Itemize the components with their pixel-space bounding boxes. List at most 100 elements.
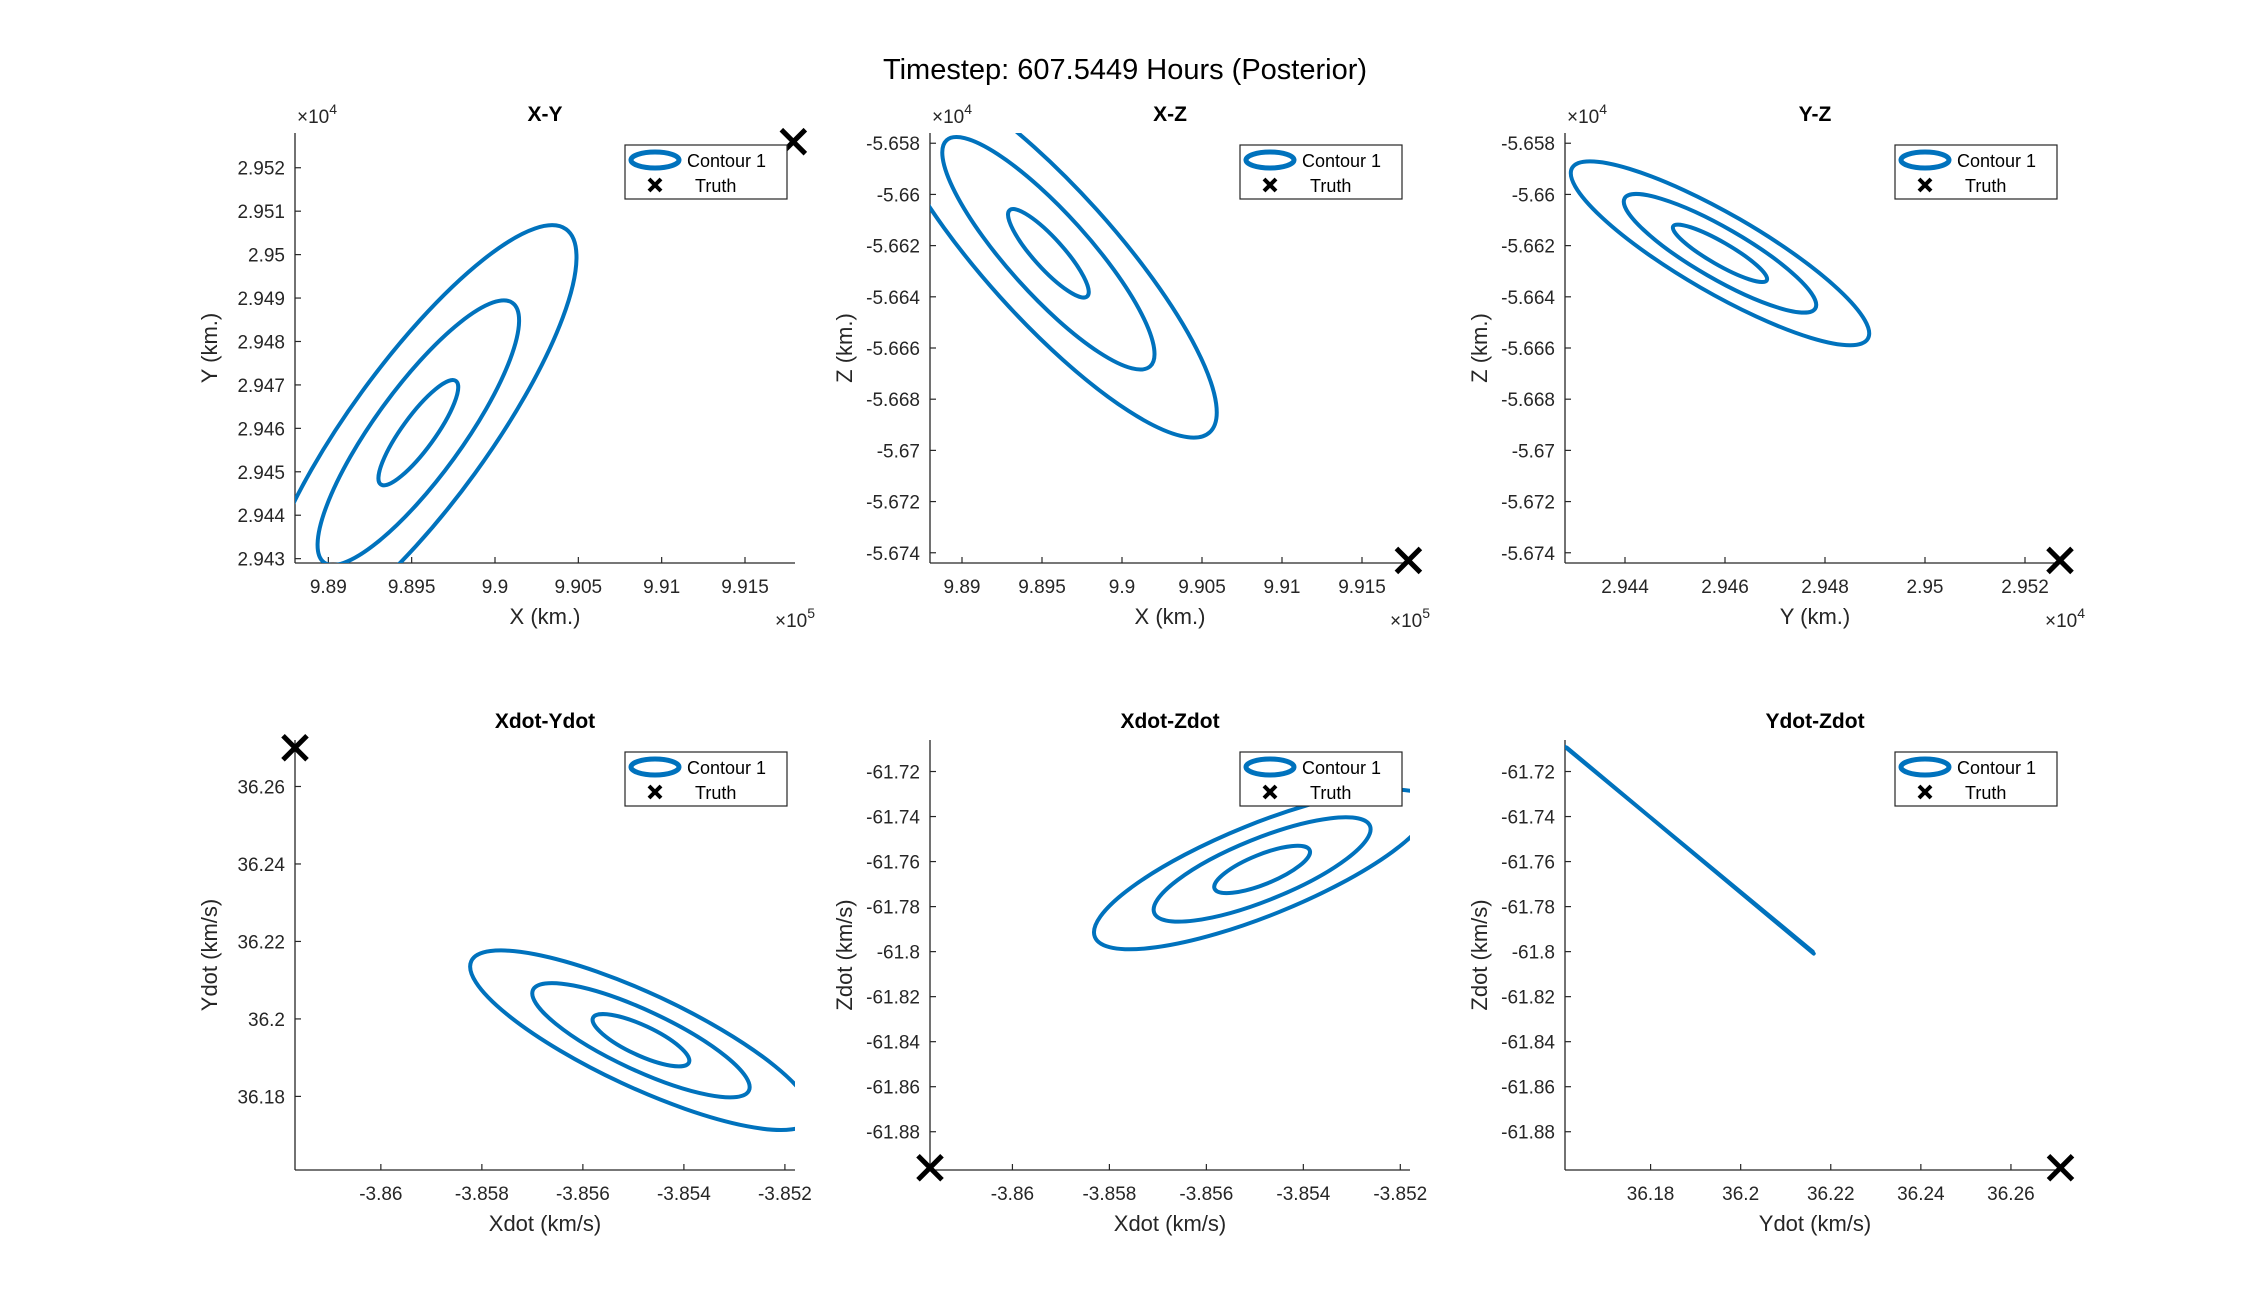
x-tick-label: -3.854 <box>1276 1184 1330 1205</box>
y-tick-label: -61.78 <box>866 898 920 919</box>
x-tick-label: 9.895 <box>1018 577 1066 598</box>
x-tick-label: 2.952 <box>2001 577 2049 598</box>
contour-series <box>1565 744 1816 956</box>
y-tick-label: -61.76 <box>1501 853 1555 874</box>
legend: Contour 1 Truth <box>1894 144 2058 200</box>
x-tick-label: -3.856 <box>556 1184 610 1205</box>
truth-marker <box>2046 1153 2075 1182</box>
y-tick-label: -5.664 <box>1501 288 1555 309</box>
y-axis-label: Z (km.) <box>1467 313 1492 383</box>
contour-level-2 <box>1621 192 1819 315</box>
subplot-title: X-Y <box>527 103 562 126</box>
x-tick-label: 36.18 <box>1627 1184 1675 1205</box>
contour-level-2 <box>530 981 752 1100</box>
y-tick-label: -5.66 <box>877 185 920 206</box>
y-tick-label: -5.664 <box>866 288 920 309</box>
y-tick-label: -61.8 <box>877 943 920 964</box>
legend: Contour 1 Truth <box>1239 144 1403 200</box>
contour-level-2 <box>940 135 1157 372</box>
contour-legend-icon <box>1243 149 1297 171</box>
y-exponent-label: ×104 <box>297 101 337 128</box>
x-tick-label: 9.91 <box>1264 577 1301 598</box>
legend-label-truth: Truth <box>1310 783 1351 803</box>
legend: Contour 1 Truth <box>1239 751 1403 807</box>
legend-label-contour: Contour 1 <box>687 758 766 778</box>
y-tick-label: -5.666 <box>866 339 920 360</box>
contour-level-2 <box>1151 815 1373 924</box>
legend-label-truth: Truth <box>695 176 736 196</box>
y-exponent-label: ×104 <box>1567 101 1607 128</box>
y-tick-label: 2.944 <box>237 506 285 527</box>
x-axis-label: Xdot (km/s) <box>1114 1211 1226 1236</box>
y-tick-label: -61.8 <box>1512 943 1555 964</box>
x-tick-label: 9.89 <box>944 577 981 598</box>
y-tick-label: -5.658 <box>866 134 920 155</box>
contour-level-1 <box>1006 207 1091 300</box>
y-tick-label: 2.943 <box>237 550 285 571</box>
y-tick-label: -5.658 <box>1501 134 1555 155</box>
subplot-y-z: 2.944 2.946 2.948 2.95 2.952 -5.674 -5.672 -5.6… <box>1467 101 2085 632</box>
legend-label-contour: Contour 1 <box>687 151 766 171</box>
contour-level-3 <box>468 948 795 1133</box>
x-axis-label: Y (km.) <box>1780 604 1850 629</box>
contour-series <box>930 133 1219 440</box>
x-tick-label: 9.905 <box>555 577 603 598</box>
x-tick-label: 9.915 <box>721 577 769 598</box>
x-axis-label: Ydot (km/s) <box>1759 1211 1871 1236</box>
x-tick-label: -3.86 <box>359 1184 402 1205</box>
y-tick-label: -5.662 <box>866 237 920 258</box>
legend: Contour 1 Truth <box>1894 751 2058 807</box>
contour-level-1 <box>1212 843 1313 896</box>
y-tick-label: -5.672 <box>866 493 920 514</box>
subplot-title: Xdot-Zdot <box>1120 710 1219 733</box>
legend-label-contour: Contour 1 <box>1957 151 2036 171</box>
x-tick-label: -3.86 <box>991 1184 1034 1205</box>
contour-series <box>1091 787 1410 952</box>
subplot-ydot-zdot: 36.18 36.2 36.22 36.24 36.26 -61.88 -61.86 -61.… <box>1467 710 2075 1236</box>
y-tick-label: -61.76 <box>866 853 920 874</box>
y-tick-label: -61.72 <box>1501 763 1555 784</box>
y-tick-label: 2.952 <box>237 159 285 180</box>
legend-label-truth: Truth <box>1310 176 1351 196</box>
y-tick-label: 2.945 <box>237 463 285 484</box>
y-tick-label: -61.82 <box>866 988 920 1009</box>
truth-legend-icon <box>647 784 663 800</box>
contour-level-3 <box>295 223 579 563</box>
contour-level-3 <box>1091 787 1410 952</box>
contour-legend-icon <box>1243 756 1297 778</box>
x-tick-label: 2.944 <box>1601 577 1649 598</box>
x-tick-label: 36.2 <box>1722 1184 1759 1205</box>
y-tick-label: 2.949 <box>237 289 285 310</box>
y-tick-label: -5.672 <box>1501 493 1555 514</box>
y-tick-label: 2.951 <box>237 202 285 223</box>
x-tick-label: 2.95 <box>1907 577 1944 598</box>
contour-line <box>1565 744 1816 956</box>
x-tick-label: 9.91 <box>643 577 680 598</box>
y-axis-label: Zdot (km/s) <box>1467 899 1492 1010</box>
x-tick-label: -3.852 <box>758 1184 812 1205</box>
x-tick-label: 36.24 <box>1897 1184 1945 1205</box>
contour-level-3 <box>1568 159 1872 348</box>
y-tick-label: -5.666 <box>1501 339 1555 360</box>
y-tick-label: -5.668 <box>866 390 920 411</box>
subplot-title: X-Z <box>1153 103 1187 126</box>
legend-label-contour: Contour 1 <box>1957 758 2036 778</box>
y-tick-label: -61.72 <box>866 763 920 784</box>
x-axis-label: X (km.) <box>1135 604 1206 629</box>
contour-series <box>295 223 579 563</box>
subplot-x-y: 9.89 9.895 9.9 9.905 9.91 9.915 2.943 2.944 2.94… <box>197 101 815 632</box>
truth-marker <box>916 1153 944 1182</box>
x-tick-label: -3.854 <box>657 1184 711 1205</box>
truth-legend-icon <box>1917 784 1933 800</box>
contour-legend-icon <box>628 756 682 778</box>
x-tick-label: -3.858 <box>455 1184 509 1205</box>
y-tick-label: 2.947 <box>237 376 285 397</box>
y-tick-label: 36.22 <box>237 932 285 953</box>
x-tick-label: 2.948 <box>1801 577 1849 598</box>
subplot-xdot-zdot: -3.86 -3.858 -3.856 -3.854 -3.852 -61.88 -61.8… <box>832 710 1427 1236</box>
y-tick-label: -5.67 <box>877 441 920 462</box>
truth-legend-icon <box>1917 177 1933 193</box>
legend-label-truth: Truth <box>1965 176 2006 196</box>
truth-marker <box>1394 546 1423 575</box>
